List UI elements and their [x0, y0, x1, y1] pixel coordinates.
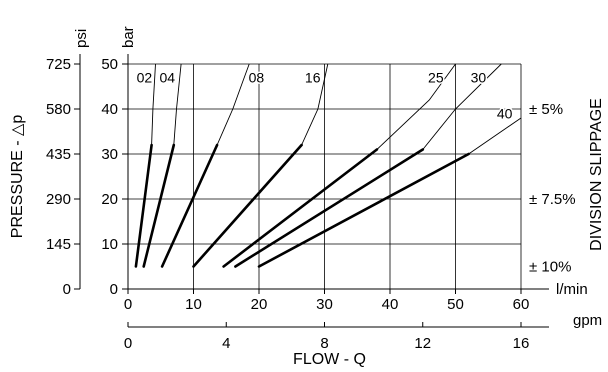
- psi-tick-label: 0: [63, 281, 71, 298]
- series-25-thin-line: [376, 63, 456, 150]
- series-label-25: 25: [428, 70, 444, 86]
- series-08-thin-line: [216, 63, 250, 146]
- slippage-label: ± 5%: [529, 101, 563, 118]
- x-tick-label: 30: [316, 296, 333, 313]
- gpm-unit-label: gpm: [573, 312, 602, 329]
- series-lines: [134, 63, 522, 268]
- series-02-bold-line: [134, 143, 153, 268]
- gpm-tick-label: 8: [320, 335, 328, 352]
- series-16-thin-line: [301, 63, 329, 146]
- grid-lines: [128, 63, 522, 289]
- x-tick-label: 20: [251, 296, 268, 313]
- series-label-02: 02: [137, 70, 153, 86]
- series-label-40: 40: [497, 106, 513, 122]
- series-label-08: 08: [249, 70, 265, 86]
- x-tick-label: 0: [124, 296, 132, 313]
- x-axis-title: FLOW - Q: [293, 351, 366, 368]
- bar-tick-label: 10: [101, 236, 118, 253]
- series-label-16: 16: [305, 70, 321, 86]
- gpm-tick-label: 16: [513, 335, 530, 352]
- bar-tick-label: 40: [101, 101, 118, 118]
- series-label-04: 04: [160, 70, 176, 86]
- series-30-thin-line: [422, 63, 502, 150]
- bar-tick-label: 50: [101, 56, 118, 73]
- x-tick-label: 40: [382, 296, 399, 313]
- series-08-bold-line: [160, 143, 219, 268]
- right-axis-title: DIVISION SLIPPAGE: [588, 98, 605, 251]
- gpm-tick-label: 12: [414, 335, 431, 352]
- axes: [74, 54, 549, 328]
- psi-tick-label: 580: [46, 101, 71, 118]
- series-40-bold-line: [257, 152, 470, 268]
- series-30-bold-line: [234, 148, 425, 268]
- bar-tick-label: 30: [101, 146, 118, 163]
- psi-tick-label: 725: [46, 56, 71, 73]
- series-04-bold-line: [142, 143, 176, 268]
- y-axis-title: PRESSURE - △p: [9, 115, 26, 239]
- series-25-bold-line: [222, 148, 379, 268]
- slippage-label: ± 10%: [529, 259, 571, 276]
- gpm-tick-label: 4: [222, 335, 230, 352]
- series-02-thin-line: [151, 63, 156, 146]
- series-16-bold-line: [192, 143, 303, 268]
- bar-tick-label: 20: [101, 191, 118, 208]
- series-04-thin-line: [173, 63, 182, 146]
- series-40-thin-line: [468, 117, 522, 155]
- x-unit-label: l/min: [556, 281, 588, 298]
- slippage-label: ± 7.5%: [529, 191, 576, 208]
- series-label-30: 30: [471, 70, 487, 86]
- bar-tick-label: 0: [110, 281, 118, 298]
- x-tick-label: 50: [447, 296, 464, 313]
- psi-tick-label: 145: [46, 236, 71, 253]
- gpm-tick-label: 0: [124, 335, 132, 352]
- psi-tick-label: 435: [46, 146, 71, 163]
- psi-unit-label: psi: [73, 29, 90, 48]
- bar-unit-label: bar: [120, 26, 137, 48]
- x-tick-label: 60: [513, 296, 530, 313]
- psi-tick-label: 290: [46, 191, 71, 208]
- x-tick-label: 10: [185, 296, 202, 313]
